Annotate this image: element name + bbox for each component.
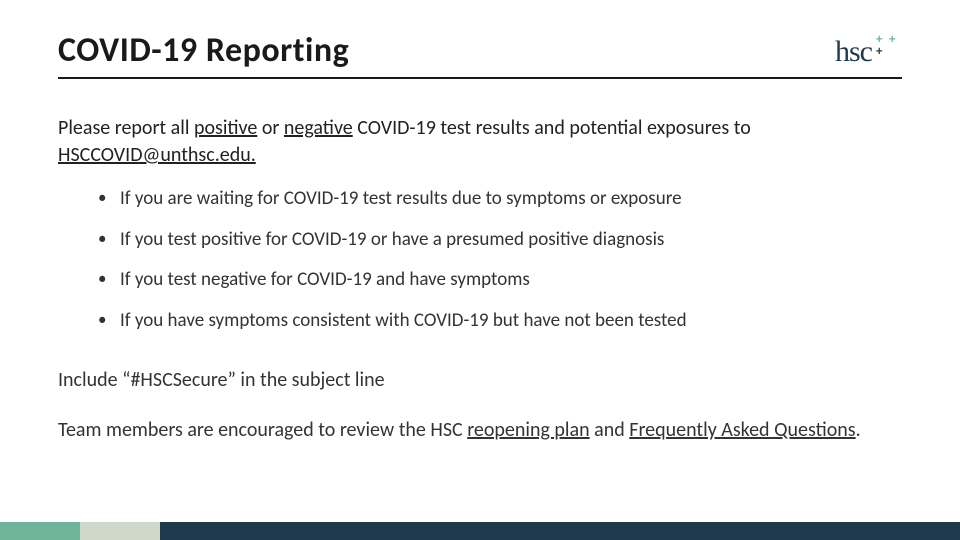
plus-tr-icon: + xyxy=(889,33,895,46)
footer-accent-2 xyxy=(80,522,160,540)
hsc-logo: hsc + + + xyxy=(835,35,902,71)
logo-text: hsc xyxy=(835,35,872,69)
intro-positive: positive xyxy=(194,116,257,140)
review-pre: Team members are encouraged to review th… xyxy=(58,418,467,442)
review-note: Team members are encouraged to review th… xyxy=(58,416,902,444)
subject-line-note: Include “#HSCSecure” in the subject line xyxy=(58,366,902,394)
page-title: COVID-19 Reporting xyxy=(58,30,349,71)
reopening-plan-link[interactable]: reopening plan xyxy=(467,418,589,442)
intro-mid2: COVID-19 test results and potential expo… xyxy=(353,116,751,140)
review-post: . xyxy=(856,418,861,442)
faq-link[interactable]: Frequently Asked Questions xyxy=(629,418,855,442)
intro-negative: negative xyxy=(284,116,353,140)
bullet-list: If you are waiting for COVID-19 test res… xyxy=(58,179,902,342)
list-item: If you have symptoms consistent with COV… xyxy=(98,301,902,342)
footer-accent-1 xyxy=(0,522,80,540)
intro-mid1: or xyxy=(257,116,284,140)
review-mid: and xyxy=(590,418,630,442)
intro-email-link[interactable]: HSCCOVID@unthsc.edu. xyxy=(58,143,256,167)
intro-text: Please report all positive or negative C… xyxy=(58,115,902,169)
list-item: If you are waiting for COVID-19 test res… xyxy=(98,179,902,220)
intro-pre: Please report all xyxy=(58,116,194,140)
list-item: If you test positive for COVID-19 or hav… xyxy=(98,220,902,261)
header: COVID-19 Reporting hsc + + + xyxy=(58,30,902,79)
footer-accent-3 xyxy=(160,522,960,540)
footer-bar xyxy=(0,522,960,540)
plus-bl-icon: + xyxy=(876,45,882,58)
logo-plus-icon: + + + xyxy=(876,33,902,59)
list-item: If you test negative for COVID-19 and ha… xyxy=(98,260,902,301)
